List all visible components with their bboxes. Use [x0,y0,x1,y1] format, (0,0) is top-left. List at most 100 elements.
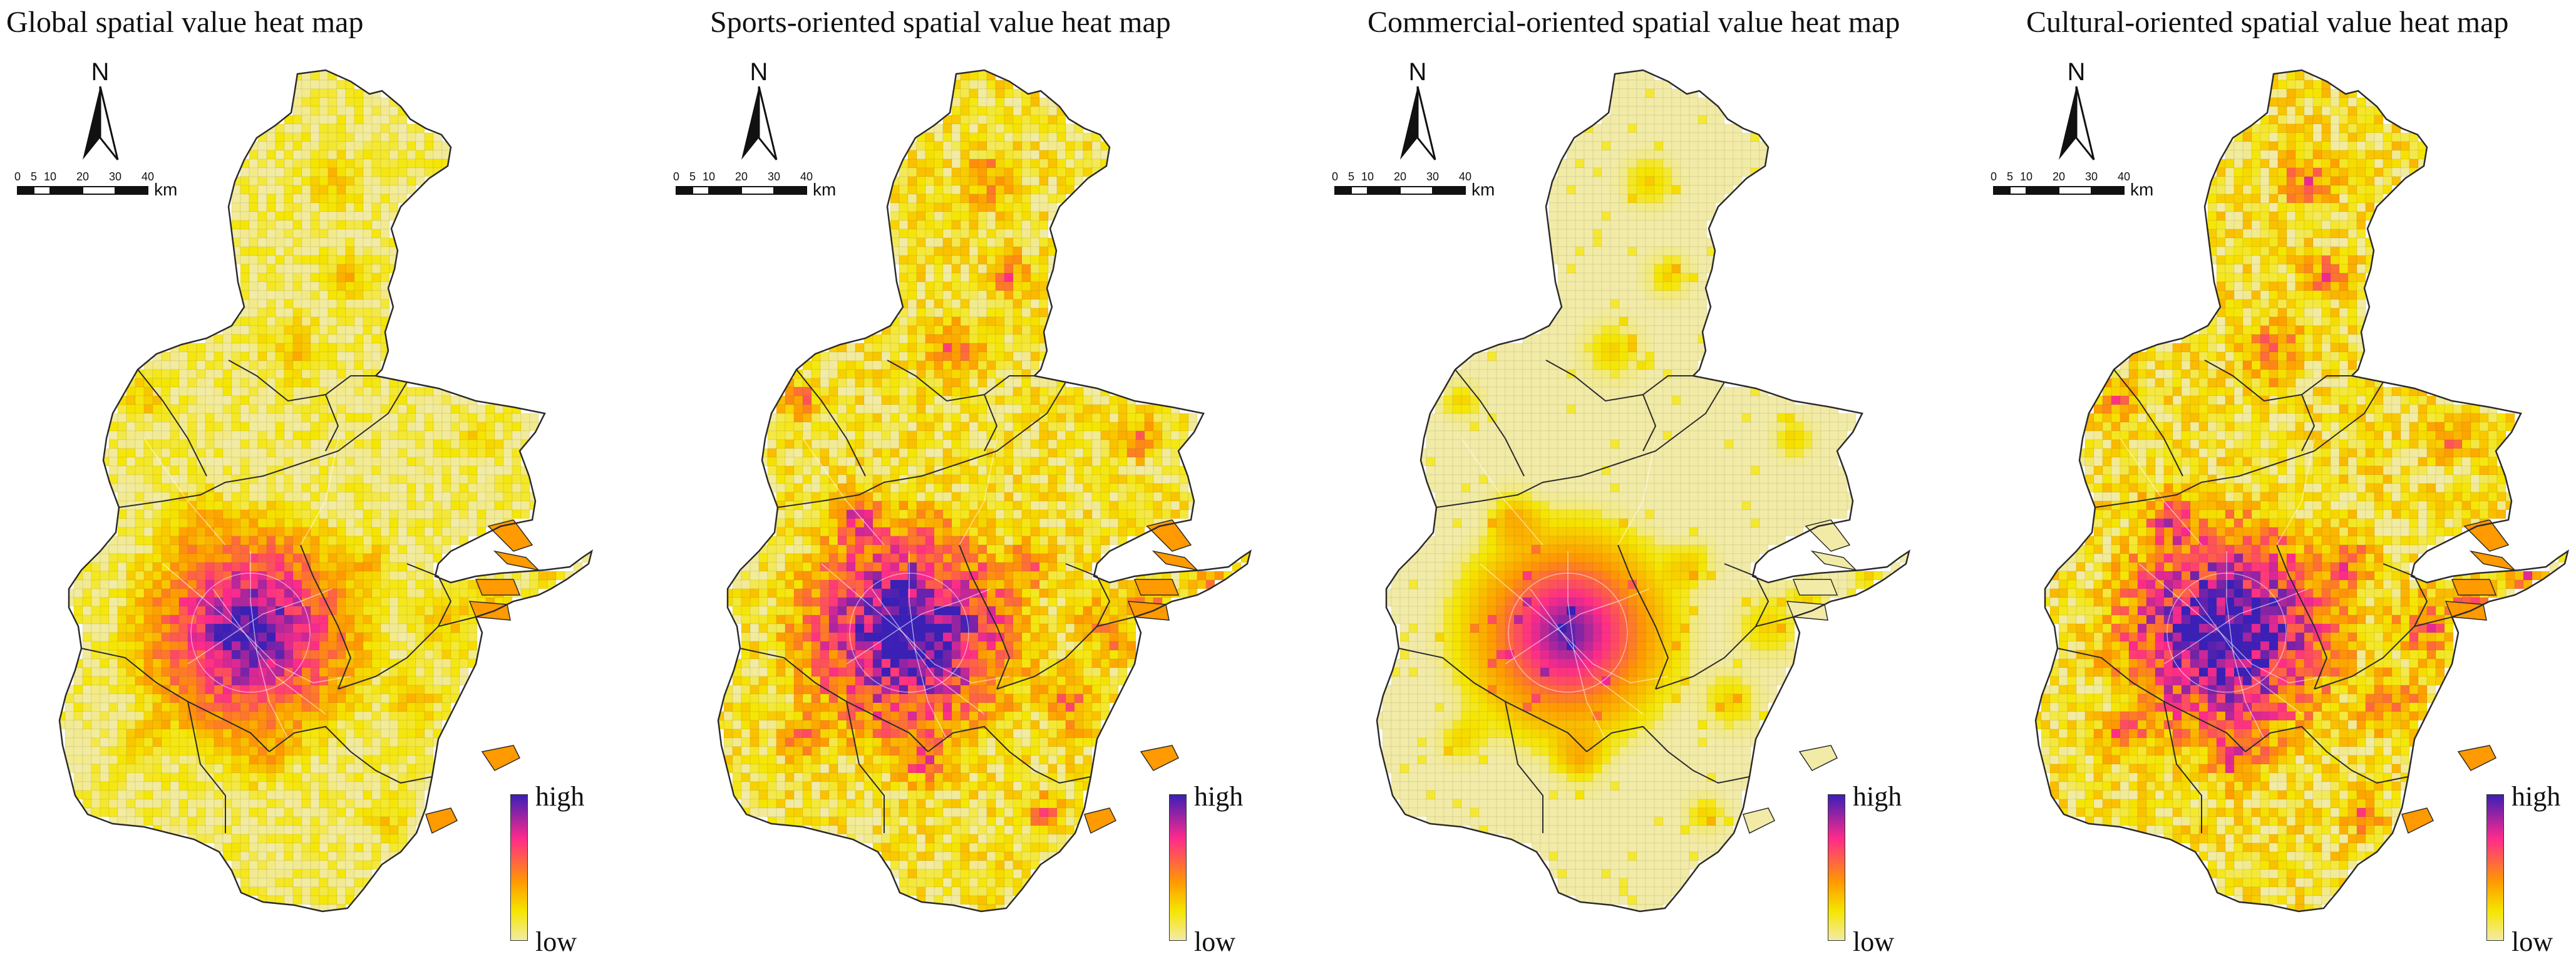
scale-tick-label: 5 [2007,170,2013,183]
district-boundaries [58,69,593,913]
road-network [802,438,1010,740]
north-arrow-icon: N [1400,63,1436,160]
scale-tick-label: 10 [44,170,56,183]
port-pier [1792,579,1838,596]
panel-cultural: Cultural-oriented spatial value heat map… [1976,0,2576,959]
port-pier [1810,550,1858,571]
road-network [2120,438,2327,740]
scale-tick-label: 20 [735,170,748,183]
port-pier [1084,807,1117,834]
scale-unit: km [813,180,836,199]
scale-tick-label: 20 [2053,170,2065,183]
panel-sports: Sports-oriented spatial value heat map N… [659,0,1316,959]
district-boundaries [1376,69,1910,913]
panel-title: Cultural-oriented spatial value heat map [2026,6,2509,39]
port-pier [493,550,540,571]
road-network [143,438,351,740]
scale-tick-label: 40 [800,170,813,183]
panel-title: Global spatial value heat map [6,6,364,39]
north-arrow-icon: N [2059,63,2095,160]
legend-color-ramp [510,794,528,941]
scale-tick-label: 0 [1991,170,1997,183]
heat-map [2034,69,2569,913]
port-pier [2457,745,2497,771]
scale-tick-label: 10 [2020,170,2032,183]
scale-tick-label: 40 [142,170,154,183]
north-arrow-icon: N [741,63,778,160]
scale-unit: km [1471,180,1495,199]
city-outline [58,69,593,913]
legend-color-ramp [1169,794,1187,941]
legend-low-label: low [1853,926,1894,957]
city-outline [1376,69,1910,913]
port-pier [475,579,521,596]
scale-tick-label: 40 [2118,170,2130,183]
north-label: N [91,63,110,86]
port-pier [481,745,521,771]
district-boundaries [717,69,1252,913]
port-pier [1133,579,1180,596]
legend: high low [2486,781,2576,957]
legend-high-label: high [2512,781,2561,812]
road-network [1461,438,1669,740]
scale-tick-label: 5 [689,170,696,183]
legend-low-label: low [2512,926,2553,957]
scale-tick-label: 30 [2085,170,2098,183]
north-arrow-icon: N [83,63,119,160]
scale-unit: km [2130,180,2153,199]
legend-high-label: high [1194,781,1244,812]
panel-title: Commercial-oriented spatial value heat m… [1368,6,1900,39]
port-pier [2469,550,2517,571]
city-outline [2034,69,2569,913]
panel-commercial: Commercial-oriented spatial value heat m… [1317,0,1975,959]
scale-tick-label: 30 [768,170,780,183]
legend-high-label: high [1853,781,1902,812]
legend-low-label: low [1194,926,1235,957]
district-boundaries [2034,69,2569,913]
scale-unit: km [154,180,177,199]
panel-global: Global spatial value heat map N 0 5 10 20 30 4… [0,0,657,959]
port-pier [1743,807,1776,834]
port-pier [1140,745,1180,771]
legend: high low [1169,781,1263,957]
legend: high low [510,781,604,957]
legend-low-label: low [535,926,577,957]
scale-tick-label: 10 [703,170,715,183]
heat-map [1376,69,1910,913]
legend-color-ramp [1828,794,1845,941]
legend: high low [1828,781,1922,957]
port-pier [2401,807,2434,834]
scale-tick-label: 10 [1361,170,1374,183]
port-pier [425,807,458,834]
scale-tick-label: 5 [31,170,37,183]
heat-map [58,69,593,913]
heat-cells [718,71,1250,911]
heat-cells [59,71,592,911]
scale-tick-label: 20 [76,170,89,183]
heat-map [717,69,1252,913]
scale-tick-label: 5 [1348,170,1354,183]
scale-tick-label: 0 [14,170,21,183]
north-label: N [2068,63,2086,86]
port-pier [1151,550,1199,571]
city-outline [717,69,1252,913]
heat-cells [2036,71,2568,911]
heat-cells [1377,71,1909,911]
scale-tick-label: 0 [1332,170,1338,183]
north-label: N [750,63,768,86]
scale-tick-label: 0 [673,170,679,183]
scale-tick-label: 20 [1394,170,1406,183]
scale-tick-label: 30 [109,170,121,183]
legend-color-ramp [2486,794,2504,941]
port-pier [1798,745,1838,771]
north-label: N [1409,63,1427,86]
scale-tick-label: 30 [1426,170,1439,183]
panel-title: Sports-oriented spatial value heat map [710,6,1171,39]
legend-high-label: high [535,781,585,812]
port-pier [2451,579,2497,596]
